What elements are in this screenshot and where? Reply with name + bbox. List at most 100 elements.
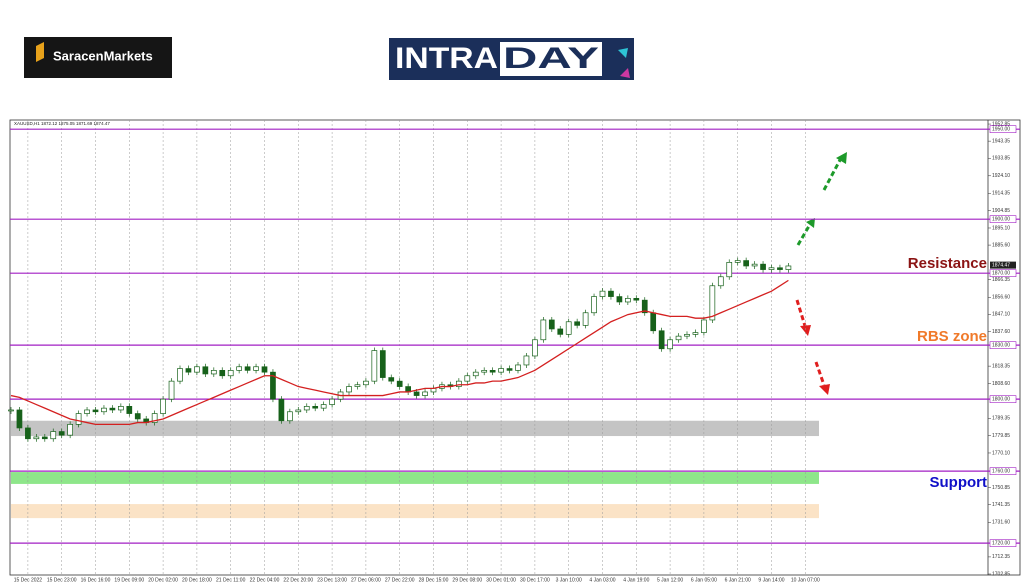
chart-frame	[9, 119, 1021, 576]
y-tick-label: 1924.10	[992, 173, 1010, 179]
candle	[726, 262, 733, 278]
logo-text-left: INTRA	[395, 42, 498, 75]
level-label-box	[989, 395, 1017, 403]
candle	[616, 296, 623, 303]
candle	[379, 350, 386, 378]
level-label-box	[989, 467, 1017, 475]
candle	[751, 263, 758, 267]
x-tick-label: 23 Dec 13:00	[317, 577, 347, 583]
zone	[11, 420, 819, 437]
annotation: RBS zone	[917, 328, 987, 345]
candle	[219, 370, 226, 377]
candle	[532, 339, 538, 357]
x-tick-label: 29 Dec 08:00	[452, 577, 482, 583]
arrow-head	[819, 384, 830, 395]
candle	[624, 298, 631, 303]
candle	[684, 334, 690, 337]
y-tick-label: 1866.35	[992, 277, 1010, 283]
annotation: Support	[930, 474, 988, 491]
y-tick-label: 1779.85	[992, 433, 1010, 439]
logo-text-right: DAY	[503, 42, 599, 75]
last-price-label: 1874.47	[992, 262, 1010, 268]
brand-logo	[24, 37, 172, 78]
candle	[734, 260, 741, 263]
candle	[768, 267, 775, 270]
y-tick-label: 1750.85	[992, 485, 1010, 491]
candle	[565, 321, 572, 335]
symbol-info: XAUUSD,H1 1872.12 1875.05 1871.69 1874.4…	[14, 121, 110, 126]
candle	[777, 267, 783, 270]
arrow-head	[836, 152, 847, 164]
candle	[253, 366, 259, 371]
level-label: 1900.00	[992, 216, 1010, 222]
candle	[506, 368, 513, 371]
candle	[515, 364, 521, 371]
moving-average	[10, 279, 789, 426]
y-tick-label: 1731.60	[992, 520, 1010, 526]
candle	[346, 386, 352, 393]
candle	[168, 380, 175, 400]
x-tick-label: 27 Dec 22:00	[385, 577, 415, 583]
candle	[717, 276, 724, 287]
candle	[456, 380, 462, 387]
candle	[312, 406, 319, 409]
candle	[84, 409, 90, 414]
candle	[464, 375, 471, 382]
y-tick-label: 1952.85	[992, 121, 1010, 127]
arrow-down	[795, 299, 807, 327]
y-tick-label: 1741.35	[992, 502, 1010, 508]
brand-icon	[36, 42, 44, 62]
candle	[177, 368, 183, 382]
candle	[658, 330, 665, 350]
y-tick-label: 1808.60	[992, 381, 1010, 387]
x-tick-label: 10 Jan 07:00	[791, 577, 820, 583]
candle	[701, 319, 707, 333]
x-tick-label: 20 Dec 02:00	[148, 577, 178, 583]
candle	[422, 391, 428, 396]
y-tick-label: 1847.10	[992, 312, 1010, 318]
candle	[287, 411, 293, 422]
candle	[599, 290, 606, 297]
candle	[489, 370, 496, 373]
arrows	[795, 152, 847, 395]
candle	[75, 413, 82, 425]
candle	[388, 377, 395, 382]
candle	[210, 370, 217, 375]
candle	[101, 407, 107, 413]
level-label-box	[989, 269, 1017, 277]
level-label: 1870.00	[992, 270, 1010, 276]
logo-arrow-down	[608, 56, 630, 78]
candle	[692, 332, 699, 335]
chart	[9, 119, 1021, 576]
last-price-box	[990, 261, 1016, 269]
level-label: 1830.00	[992, 342, 1010, 348]
zone	[11, 472, 819, 484]
candle	[540, 319, 547, 341]
level-label-box	[989, 539, 1017, 547]
candle	[236, 366, 242, 371]
candle	[185, 368, 192, 373]
candle	[481, 370, 488, 373]
level-label: 1950.00	[992, 127, 1010, 133]
candle	[785, 265, 792, 270]
y-tick-label: 1943.35	[992, 138, 1010, 144]
x-tick-label: 20 Dec 18:00	[182, 577, 212, 583]
candle	[363, 380, 369, 386]
y-tick-label: 1770.10	[992, 450, 1010, 456]
candle	[354, 384, 361, 387]
x-tick-label: 28 Dec 15:00	[419, 577, 449, 583]
annotation: Resistance	[908, 255, 987, 272]
candle	[117, 406, 124, 411]
brand-name: SaracenMarkets	[53, 48, 153, 63]
arrow-up	[822, 159, 842, 191]
x-tick-label: 15 Dec 2022	[14, 577, 43, 583]
y-tick-label: 1914.35	[992, 191, 1010, 197]
x-tick-label: 3 Jan 10:00	[556, 577, 582, 583]
candle	[591, 296, 597, 314]
arrow-head	[800, 325, 811, 336]
level-label-box	[989, 215, 1017, 223]
candle	[760, 263, 766, 270]
x-tick-label: 9 Jan 14:00	[758, 577, 784, 583]
candle	[92, 409, 99, 413]
